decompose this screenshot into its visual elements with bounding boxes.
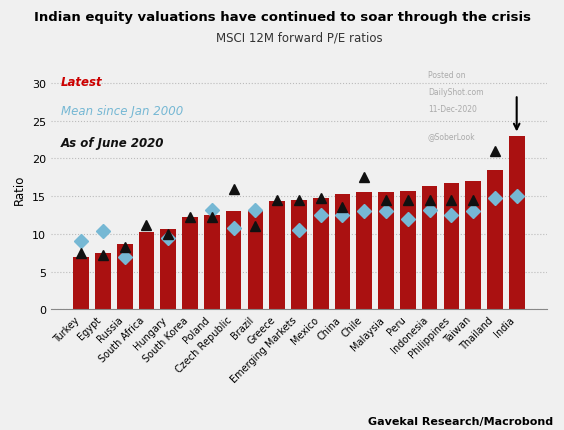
Text: 11-Dec-2020: 11-Dec-2020 [428,105,477,114]
Title: MSCI 12M forward P/E ratios: MSCI 12M forward P/E ratios [215,31,382,44]
Bar [226,212,241,310]
Bar [356,193,372,310]
Bar [378,193,394,310]
Bar [95,253,111,310]
Bar [182,217,198,310]
Bar [269,201,285,310]
Bar [73,257,89,310]
Bar [334,194,350,310]
Bar [139,232,155,310]
Text: Latest: Latest [61,76,102,89]
Bar [487,170,503,310]
Bar [291,200,307,310]
Bar [422,187,438,310]
Text: Indian equity valuations have continued to soar through the crisis: Indian equity valuations have continued … [33,11,531,24]
Bar [509,137,525,310]
Text: DailyShot.com: DailyShot.com [428,88,483,97]
Text: Gavekal Research/Macrobond: Gavekal Research/Macrobond [368,416,553,426]
Bar [248,210,263,310]
Bar [313,198,329,310]
Bar [117,244,133,310]
Bar [400,191,416,310]
Text: Posted on: Posted on [428,71,465,80]
Text: As of June 2020: As of June 2020 [61,136,164,149]
Y-axis label: Ratio: Ratio [13,174,26,204]
Bar [160,230,176,310]
Bar [204,215,219,310]
Bar [465,181,481,310]
Bar [443,184,459,310]
Text: @SoberLook: @SoberLook [428,132,475,140]
Text: Mean since Jan 2000: Mean since Jan 2000 [61,105,183,118]
